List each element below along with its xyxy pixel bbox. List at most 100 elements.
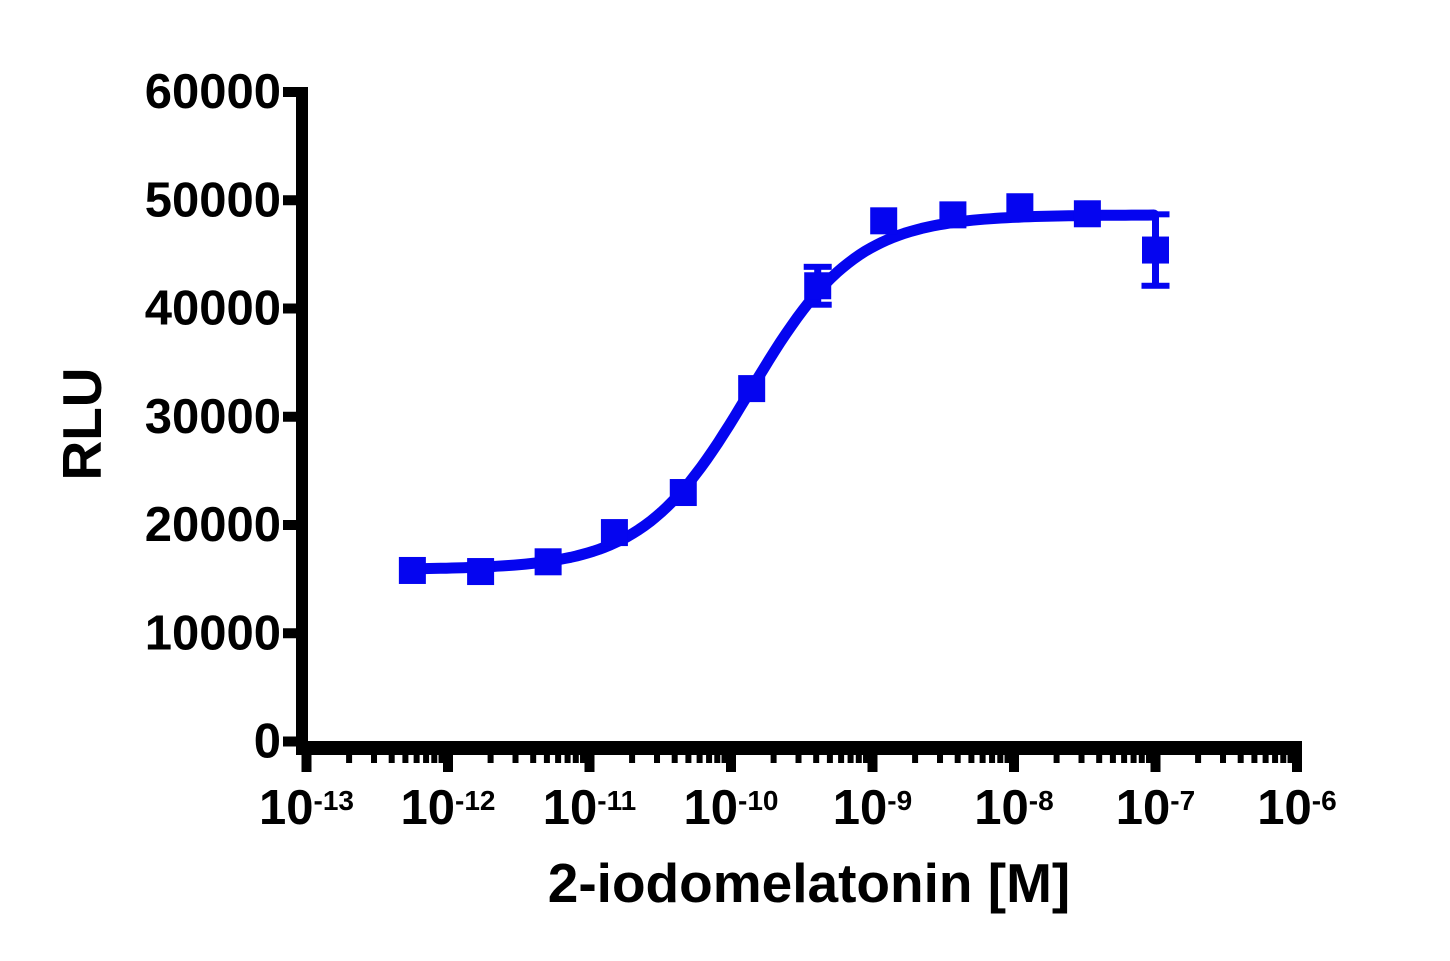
x-axis-minor-tick [1130, 755, 1137, 763]
y-tick-label: 0 [254, 715, 281, 769]
x-axis-minor-tick [1262, 755, 1269, 763]
x-axis-minor-tick [813, 755, 820, 763]
y-axis-tick [283, 195, 296, 206]
x-axis-minor-tick [721, 755, 728, 763]
data-series [398, 193, 1170, 586]
x-axis-minor-tick [1280, 755, 1287, 763]
x-tick-label: 10-13 [259, 781, 354, 835]
y-axis-tick [283, 411, 296, 422]
x-axis-minor-tick [770, 755, 777, 763]
x-axis-minor-tick [997, 755, 1004, 763]
x-axis-line [296, 741, 1302, 755]
y-tick-label: 20000 [145, 498, 281, 552]
x-axis-minor-tick [1251, 755, 1258, 763]
x-axis-minor-tick [438, 755, 445, 763]
x-axis-minor-tick [1096, 755, 1103, 763]
y-tick-label: 60000 [145, 65, 281, 119]
x-tick-label: 10-8 [974, 781, 1053, 835]
fit-curve [406, 209, 1160, 575]
x-axis-minor-tick [530, 755, 537, 763]
x-axis-minor-tick [1220, 755, 1227, 763]
x-axis-minor-tick [1121, 755, 1128, 763]
x-axis-minor-tick [487, 755, 494, 763]
x-axis-minor-tick [512, 755, 519, 763]
x-axis-minor-tick [431, 755, 438, 763]
x-axis-minor-tick [555, 755, 562, 763]
x-tick-label: 10-6 [1257, 781, 1336, 835]
data-point-marker [600, 519, 628, 547]
x-axis-minor-tick [863, 755, 870, 763]
x-axis-minor-tick [346, 755, 353, 763]
x-axis-minor-tick [388, 755, 395, 763]
x-axis-minor-tick [1078, 755, 1085, 763]
y-tick-label: 10000 [145, 606, 281, 660]
error-bar-cap [803, 301, 832, 308]
data-point-marker [534, 548, 562, 576]
x-tick-label: 10-7 [1116, 781, 1195, 835]
data-point-marker [669, 479, 697, 507]
x-axis-minor-tick [706, 755, 713, 763]
x-axis-minor-tick [714, 755, 721, 763]
y-tick-label: 40000 [145, 282, 281, 336]
x-axis-minor-tick [968, 755, 975, 763]
x-axis-minor-tick [629, 755, 636, 763]
x-tick-label: 10-11 [543, 781, 636, 835]
x-axis-major-tick [443, 755, 453, 772]
x-axis-major-tick [1292, 755, 1302, 772]
x-axis-minor-tick [654, 755, 661, 763]
x-axis-minor-tick [1272, 755, 1279, 763]
y-axis-title: RLU [51, 367, 113, 480]
x-tick-label: 10-10 [684, 781, 779, 835]
x-axis-minor-tick [847, 755, 854, 763]
x-axis-minor-tick [572, 755, 579, 763]
data-point-marker [804, 272, 832, 300]
y-axis-tick [283, 520, 296, 530]
x-axis-major-tick [726, 755, 736, 772]
data-point-marker [398, 556, 426, 584]
data-point-marker [939, 201, 967, 229]
x-axis-major-tick [1150, 755, 1161, 772]
data-point-marker [1142, 236, 1169, 264]
data-point-marker [1073, 200, 1101, 228]
y-axis-tick [283, 87, 296, 97]
y-axis-tick [283, 303, 296, 314]
y-axis-tick [283, 628, 296, 639]
x-axis-title: 2-iodomelatonin [M] [548, 852, 1070, 914]
x-axis-minor-tick [1053, 755, 1060, 763]
x-axis-minor-tick [1138, 755, 1145, 763]
x-axis-minor-tick [989, 755, 996, 763]
y-axis-line [296, 87, 308, 755]
x-axis-minor-tick [795, 755, 802, 763]
x-axis-minor-tick [838, 755, 845, 763]
x-axis-minor-tick [413, 755, 420, 763]
x-axis-minor-tick [979, 755, 986, 763]
x-axis-minor-tick [580, 755, 587, 763]
data-point-marker [738, 375, 766, 403]
error-bar-cap [803, 263, 832, 270]
x-axis-minor-tick [912, 755, 919, 763]
x-axis-minor-tick [696, 755, 703, 763]
x-axis-major-tick [584, 755, 595, 772]
x-axis-minor-tick [671, 755, 678, 763]
y-tick-label: 50000 [145, 173, 281, 227]
y-axis-tick [283, 736, 296, 747]
x-axis-minor-tick [1287, 755, 1294, 763]
x-axis-minor-tick [855, 755, 862, 763]
x-axis-minor-tick [402, 755, 409, 763]
x-axis-minor-tick [564, 755, 571, 763]
x-axis-major-tick [1009, 755, 1019, 772]
x-axis-minor-tick [543, 755, 550, 763]
x-tick-label: 10-12 [401, 781, 496, 835]
y-tick-label: 30000 [145, 390, 281, 444]
x-axis-minor-tick [1195, 755, 1202, 763]
x-axis-minor-tick [1109, 755, 1116, 763]
x-tick-label: 10-9 [833, 781, 912, 835]
x-axis-minor-tick [954, 755, 961, 763]
axes: 0 10000 20000 30000 40000 50000 60000 10-13 10-1… [145, 65, 1337, 835]
x-axis-minor-tick [1237, 755, 1244, 763]
x-axis-minor-tick [826, 755, 833, 763]
data-point-marker [1006, 193, 1034, 221]
x-axis-minor-tick [685, 755, 692, 763]
